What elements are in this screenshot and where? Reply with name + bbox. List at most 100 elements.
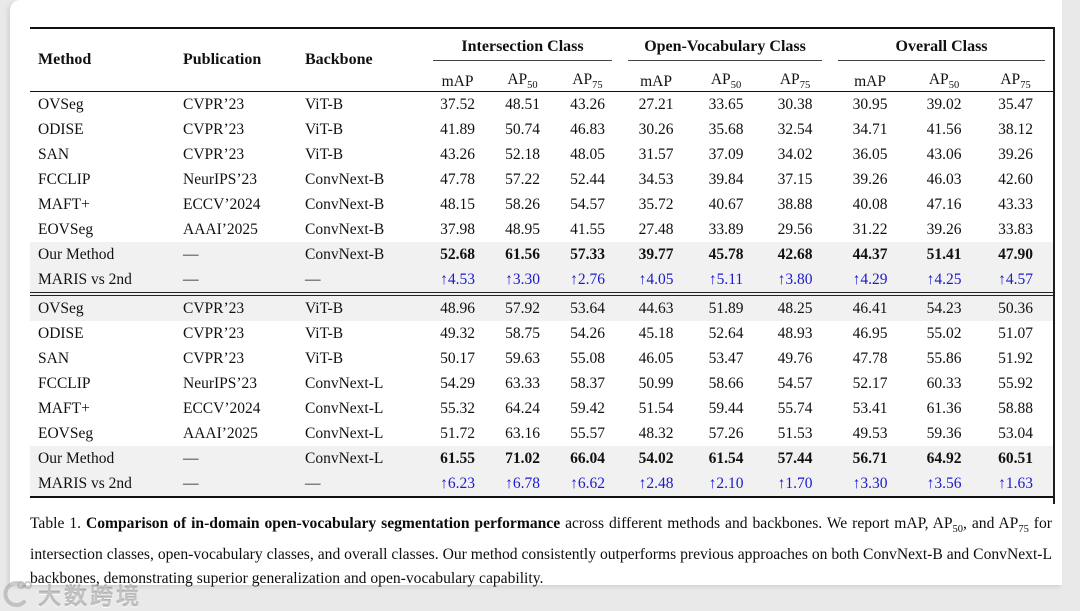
subcol-header-map: mAP (830, 61, 911, 92)
value-cell: 43.06 (926, 145, 962, 163)
value-cell: 41.55 (570, 220, 605, 238)
table-row: ODISE CVPR’23 ViT-B 41.89 50.74 46.83 30.26 35.… (30, 117, 1053, 142)
table-row: SAN CVPR’23 ViT-B 43.26 52.18 48.05 31.57 37.09… (30, 142, 1053, 167)
value-cell: 33.89 (708, 220, 744, 238)
backbone-cell: ConvNext-L (305, 449, 384, 467)
subcol-header-ap75: AP75 (555, 61, 621, 92)
method-cell: FCCLIP (38, 374, 91, 392)
value-cell: 66.04 (570, 449, 605, 467)
subcol-header-ap50: AP50 (490, 61, 555, 92)
group-header-intersection: Intersection Class (425, 28, 620, 61)
value-cell: 43.33 (998, 195, 1033, 213)
value-cell: ↑5.11 (708, 270, 744, 288)
value-cell: 34.02 (777, 145, 813, 163)
value-cell: 39.77 (638, 245, 674, 263)
value-cell: 46.41 (852, 299, 888, 317)
value-cell: 61.36 (926, 399, 962, 417)
value-cell: ↑6.78 (505, 474, 540, 492)
table-row: MARIS vs 2nd — — ↑6.23 ↑6.78 ↑6.62 ↑2.48 ↑2.10 ↑… (30, 471, 1054, 497)
method-cell: ODISE (38, 324, 84, 342)
table-row: FCCLIP NeurIPS’23 ConvNext-B 47.78 57.22 52.4… (30, 167, 1053, 192)
backbone-cell: — (305, 474, 321, 492)
value-cell: 55.86 (926, 349, 962, 367)
value-cell: ↑2.76 (570, 270, 605, 288)
method-cell: ODISE (38, 120, 84, 138)
value-cell: 38.12 (998, 120, 1033, 138)
value-cell: 41.56 (926, 120, 962, 138)
value-cell: 47.78 (440, 170, 475, 188)
value-cell: 38.88 (777, 195, 813, 213)
method-cell: MAFT+ (38, 195, 90, 213)
value-cell: 30.38 (777, 95, 813, 113)
value-cell: 36.05 (852, 145, 888, 163)
value-cell: 37.98 (440, 220, 475, 238)
table-right-edge-rule (1053, 27, 1055, 504)
value-cell: 48.95 (505, 220, 540, 238)
value-cell: 48.25 (777, 299, 813, 317)
subcol-header-ap50: AP50 (692, 61, 761, 92)
value-cell: 50.36 (998, 299, 1033, 317)
value-cell: 40.67 (708, 195, 744, 213)
value-cell: 27.21 (638, 95, 674, 113)
value-cell: 52.18 (505, 145, 540, 163)
method-cell: MARIS vs 2nd (38, 270, 132, 288)
value-cell: 53.64 (570, 299, 605, 317)
value-cell: 48.51 (505, 95, 540, 113)
subcol-header-ap75: AP75 (978, 61, 1054, 92)
backbone-cell: ConvNext-L (305, 424, 384, 442)
results-table: Method Publication Backbone Intersection… (30, 27, 1054, 498)
value-cell: 71.02 (505, 449, 540, 467)
value-cell: 50.74 (505, 120, 540, 138)
value-cell: 35.47 (998, 95, 1033, 113)
table-row: OVSeg CVPR’23 ViT-B 48.96 57.92 53.64 44.63 51.… (30, 294, 1054, 321)
value-cell: ↑1.70 (777, 474, 813, 492)
value-cell: 40.08 (852, 195, 888, 213)
value-cell: 58.66 (708, 374, 744, 392)
backbone-cell: ViT-B (305, 120, 344, 138)
value-cell: 47.16 (926, 195, 962, 213)
value-cell: 54.57 (570, 195, 605, 213)
value-cell: 53.41 (852, 399, 888, 417)
backbone-cell: ViT-B (305, 95, 344, 113)
value-cell: 64.92 (926, 449, 962, 467)
method-cell: Our Method (38, 245, 115, 263)
value-cell: 55.02 (926, 324, 962, 342)
backbone-cell: ConvNext-L (305, 399, 384, 417)
value-cell: 57.33 (570, 245, 605, 263)
backbone-cell: ConvNext-B (305, 170, 385, 188)
value-cell: 39.26 (926, 220, 962, 238)
value-cell: 51.54 (638, 399, 674, 417)
value-cell: 39.02 (926, 95, 962, 113)
table-block-convnext-l: OVSeg CVPR’23 ViT-B 48.96 57.92 53.64 44.63 51.… (30, 294, 1054, 497)
value-cell: 63.33 (505, 374, 540, 392)
value-cell: 54.29 (440, 374, 475, 392)
value-cell: ↑3.56 (926, 474, 962, 492)
value-cell: 61.54 (708, 449, 744, 467)
value-cell: 52.44 (570, 170, 605, 188)
value-cell: 57.92 (505, 299, 540, 317)
publication-cell: NeurIPS’23 (183, 170, 258, 188)
value-cell: 29.56 (777, 220, 813, 238)
value-cell: 48.93 (777, 324, 813, 342)
value-cell: ↑6.62 (570, 474, 605, 492)
table-row: EOVSeg AAAI’2025 ConvNext-L 51.72 63.16 55.57… (30, 421, 1053, 446)
value-cell: 50.99 (638, 374, 674, 392)
value-cell: ↑4.53 (440, 270, 475, 288)
value-cell: 49.76 (777, 349, 813, 367)
value-cell: 57.22 (505, 170, 540, 188)
value-cell: 27.48 (638, 220, 674, 238)
value-cell: 51.07 (998, 324, 1033, 342)
value-cell: 51.89 (708, 299, 744, 317)
value-cell: 59.63 (505, 349, 540, 367)
publication-cell: CVPR’23 (183, 95, 245, 113)
table-row: Our Method — ConvNext-B 52.68 61.56 57.33 39.7… (30, 242, 1054, 267)
value-cell: 54.57 (777, 374, 813, 392)
publication-cell: NeurIPS’23 (183, 374, 258, 392)
value-cell: 52.68 (440, 245, 475, 263)
method-cell: OVSeg (38, 95, 84, 113)
value-cell: 55.32 (440, 399, 475, 417)
value-cell: 58.37 (570, 374, 605, 392)
method-cell: Our Method (38, 449, 115, 467)
col-header-backbone: Backbone (302, 28, 425, 92)
publication-cell: ECCV’2024 (183, 399, 261, 417)
